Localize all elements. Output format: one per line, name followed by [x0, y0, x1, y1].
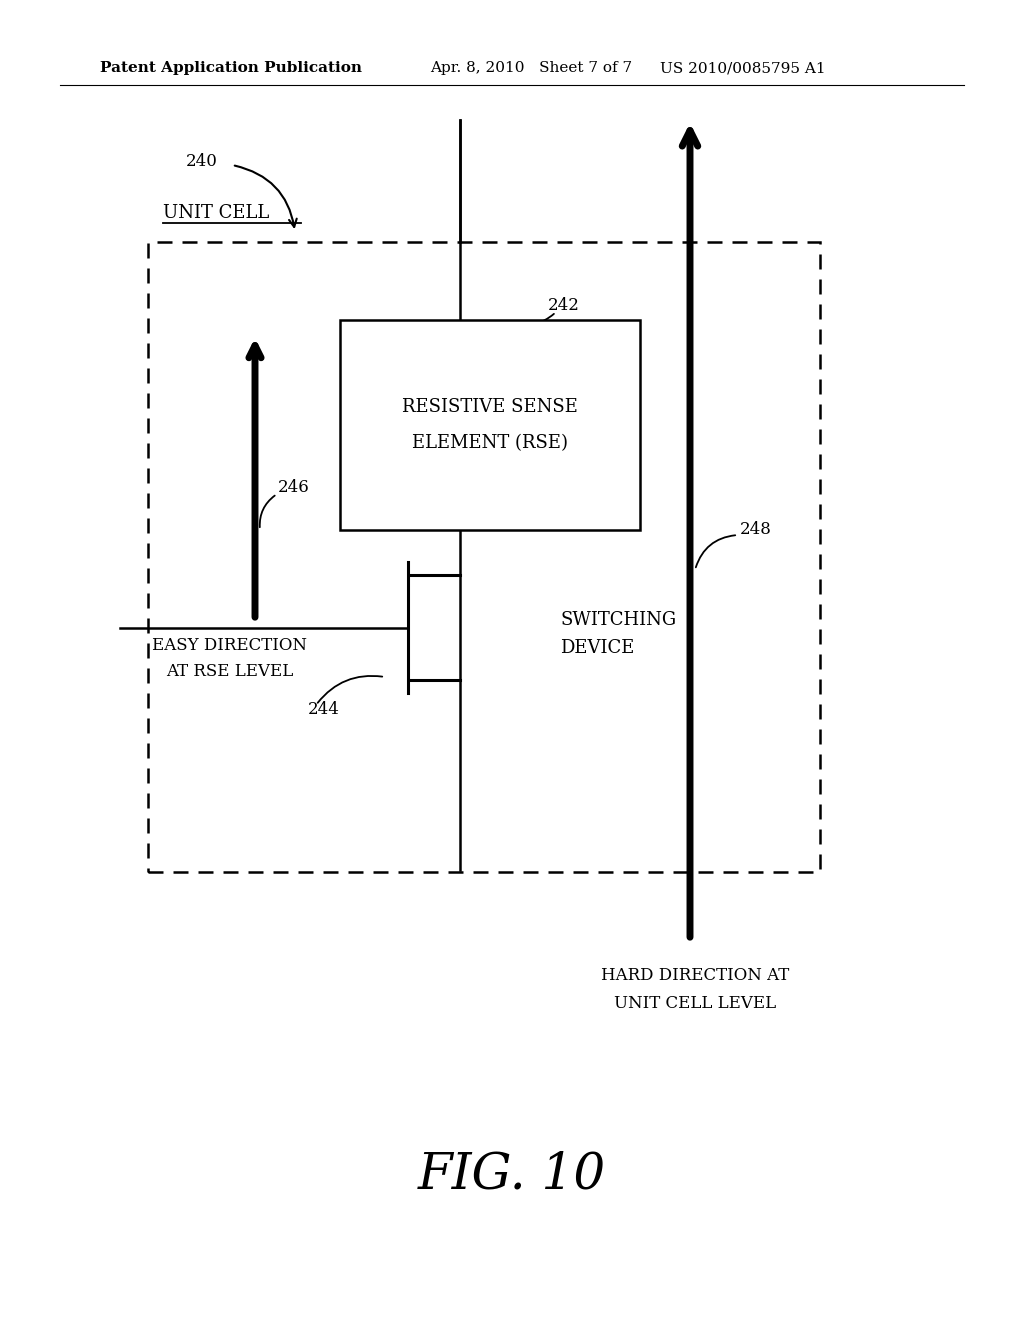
FancyArrowPatch shape	[317, 676, 382, 702]
Text: US 2010/0085795 A1: US 2010/0085795 A1	[660, 61, 825, 75]
FancyArrowPatch shape	[260, 495, 274, 527]
Text: 240: 240	[186, 153, 218, 170]
Text: 242: 242	[548, 297, 580, 314]
Text: RESISTIVE SENSE: RESISTIVE SENSE	[402, 399, 578, 416]
Text: AT RSE LEVEL: AT RSE LEVEL	[166, 664, 294, 681]
Text: DEVICE: DEVICE	[560, 639, 635, 657]
Text: Patent Application Publication: Patent Application Publication	[100, 61, 362, 75]
Text: 246: 246	[278, 479, 309, 495]
FancyArrowPatch shape	[696, 535, 735, 568]
Text: UNIT CELL: UNIT CELL	[163, 205, 269, 222]
Text: ELEMENT (RSE): ELEMENT (RSE)	[412, 434, 568, 451]
Text: 244: 244	[308, 701, 340, 718]
Text: 248: 248	[740, 521, 772, 539]
Text: FIG. 10: FIG. 10	[418, 1150, 606, 1200]
Bar	[340, 319, 640, 531]
Text: EASY DIRECTION: EASY DIRECTION	[153, 636, 307, 653]
Bar	[148, 242, 820, 873]
Text: UNIT CELL LEVEL: UNIT CELL LEVEL	[614, 994, 776, 1011]
Text: HARD DIRECTION AT: HARD DIRECTION AT	[601, 966, 790, 983]
Text: SWITCHING: SWITCHING	[560, 611, 676, 630]
FancyArrowPatch shape	[513, 314, 554, 325]
Text: Apr. 8, 2010   Sheet 7 of 7: Apr. 8, 2010 Sheet 7 of 7	[430, 61, 632, 75]
